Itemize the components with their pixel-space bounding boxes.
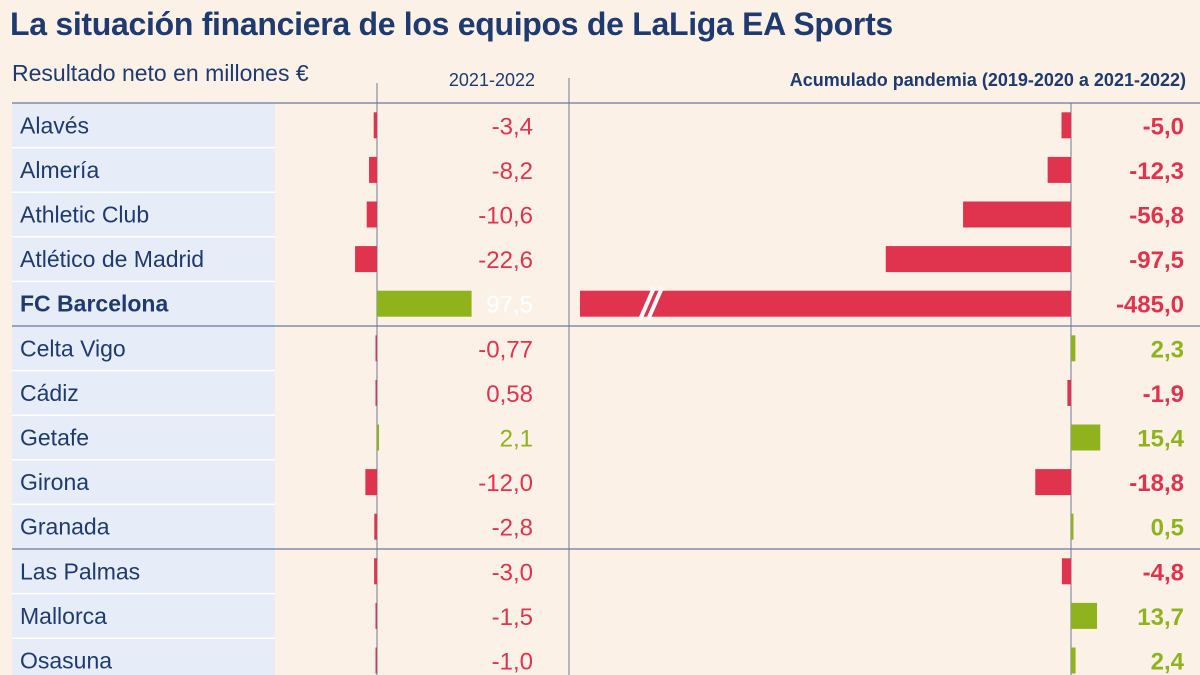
- value-label-pandemic: 0,5: [1151, 515, 1184, 542]
- value-label-2021-2022: -8,2: [492, 158, 533, 185]
- value-label-pandemic: -1,9: [1143, 381, 1184, 408]
- bar-pandemic: [1071, 647, 1076, 674]
- value-label-pandemic: 2,3: [1151, 336, 1184, 363]
- value-label-2021-2022: -3,0: [492, 559, 533, 586]
- value-label-2021-2022: 97,5: [486, 292, 533, 319]
- bar-2021-2022: [373, 112, 377, 139]
- team-name-panel: [12, 103, 275, 675]
- team-label: Osasuna: [20, 648, 112, 674]
- value-label-2021-2022: 0,58: [486, 381, 533, 408]
- bar-2021-2022: [375, 379, 377, 406]
- value-label-2021-2022: -10,6: [478, 203, 533, 230]
- bar-pandemic: [1071, 602, 1098, 629]
- value-label-pandemic: -4,8: [1143, 559, 1184, 586]
- bar-pandemic: [1047, 156, 1071, 183]
- team-label: Alavés: [20, 112, 89, 138]
- bar-2021-2022: [365, 469, 377, 496]
- team-label: Athletic Club: [20, 202, 149, 228]
- team-label: Atlético de Madrid: [20, 246, 204, 272]
- bar-2021-2022: [374, 513, 377, 540]
- bar-2021-2022: [375, 335, 377, 362]
- bar-pandemic: [1067, 379, 1071, 406]
- team-label: Cádiz: [20, 380, 79, 406]
- bar-pandemic: [580, 290, 1071, 317]
- bar-pandemic: [963, 201, 1071, 228]
- bar-2021-2022: [355, 246, 377, 273]
- team-label: Getafe: [20, 425, 89, 451]
- value-label-pandemic: -97,5: [1129, 247, 1184, 274]
- value-label-pandemic: -18,8: [1129, 470, 1184, 497]
- team-label: Girona: [20, 469, 89, 495]
- chart-title: La situación financiera de los equipos d…: [10, 6, 893, 42]
- column-header-2021-2022: 2021-2022: [448, 70, 535, 90]
- value-label-2021-2022: -12,0: [478, 470, 533, 497]
- value-label-pandemic: 15,4: [1137, 426, 1184, 453]
- bar-2021-2022: [374, 558, 377, 585]
- value-label-pandemic: -485,0: [1116, 292, 1184, 319]
- value-label-2021-2022: -22,6: [478, 247, 533, 274]
- value-label-pandemic: -12,3: [1129, 158, 1184, 185]
- value-label-2021-2022: 2,1: [500, 426, 533, 453]
- chart-subtitle: Resultado neto en millones €: [12, 60, 309, 86]
- bar-2021-2022: [375, 602, 377, 629]
- bar-pandemic: [1071, 335, 1076, 362]
- column-header-pandemic: Acumulado pandemia (2019-2020 a 2021-202…: [789, 70, 1186, 90]
- team-label: Celta Vigo: [20, 335, 126, 361]
- bar-2021-2022: [377, 424, 380, 451]
- bar-pandemic: [1061, 112, 1071, 139]
- bar-pandemic: [1061, 558, 1071, 585]
- bar-pandemic: [1071, 513, 1074, 540]
- bar-2021-2022: [369, 156, 377, 183]
- team-label: Almería: [20, 157, 99, 183]
- value-label-2021-2022: -1,5: [492, 604, 533, 631]
- axis-break-marker: [638, 286, 664, 321]
- team-label: Las Palmas: [20, 558, 140, 584]
- value-label-pandemic: 2,4: [1151, 649, 1185, 675]
- team-label: Mallorca: [20, 603, 107, 629]
- value-label-2021-2022: -3,4: [492, 113, 533, 140]
- value-label-2021-2022: -2,8: [492, 515, 533, 542]
- bar-pandemic: [1071, 424, 1101, 451]
- team-label: Granada: [20, 514, 110, 540]
- value-label-pandemic: 13,7: [1137, 604, 1184, 631]
- team-label: FC Barcelona: [20, 291, 168, 317]
- bar-pandemic: [1035, 469, 1071, 496]
- value-label-2021-2022: -0,77: [478, 336, 533, 363]
- bar-2021-2022: [375, 647, 377, 674]
- value-label-2021-2022: -1,0: [492, 649, 533, 675]
- value-label-pandemic: -5,0: [1143, 113, 1184, 140]
- bar-pandemic: [885, 246, 1071, 273]
- value-label-pandemic: -56,8: [1129, 203, 1184, 230]
- bar-2021-2022: [366, 201, 377, 228]
- bar-2021-2022: [377, 290, 472, 317]
